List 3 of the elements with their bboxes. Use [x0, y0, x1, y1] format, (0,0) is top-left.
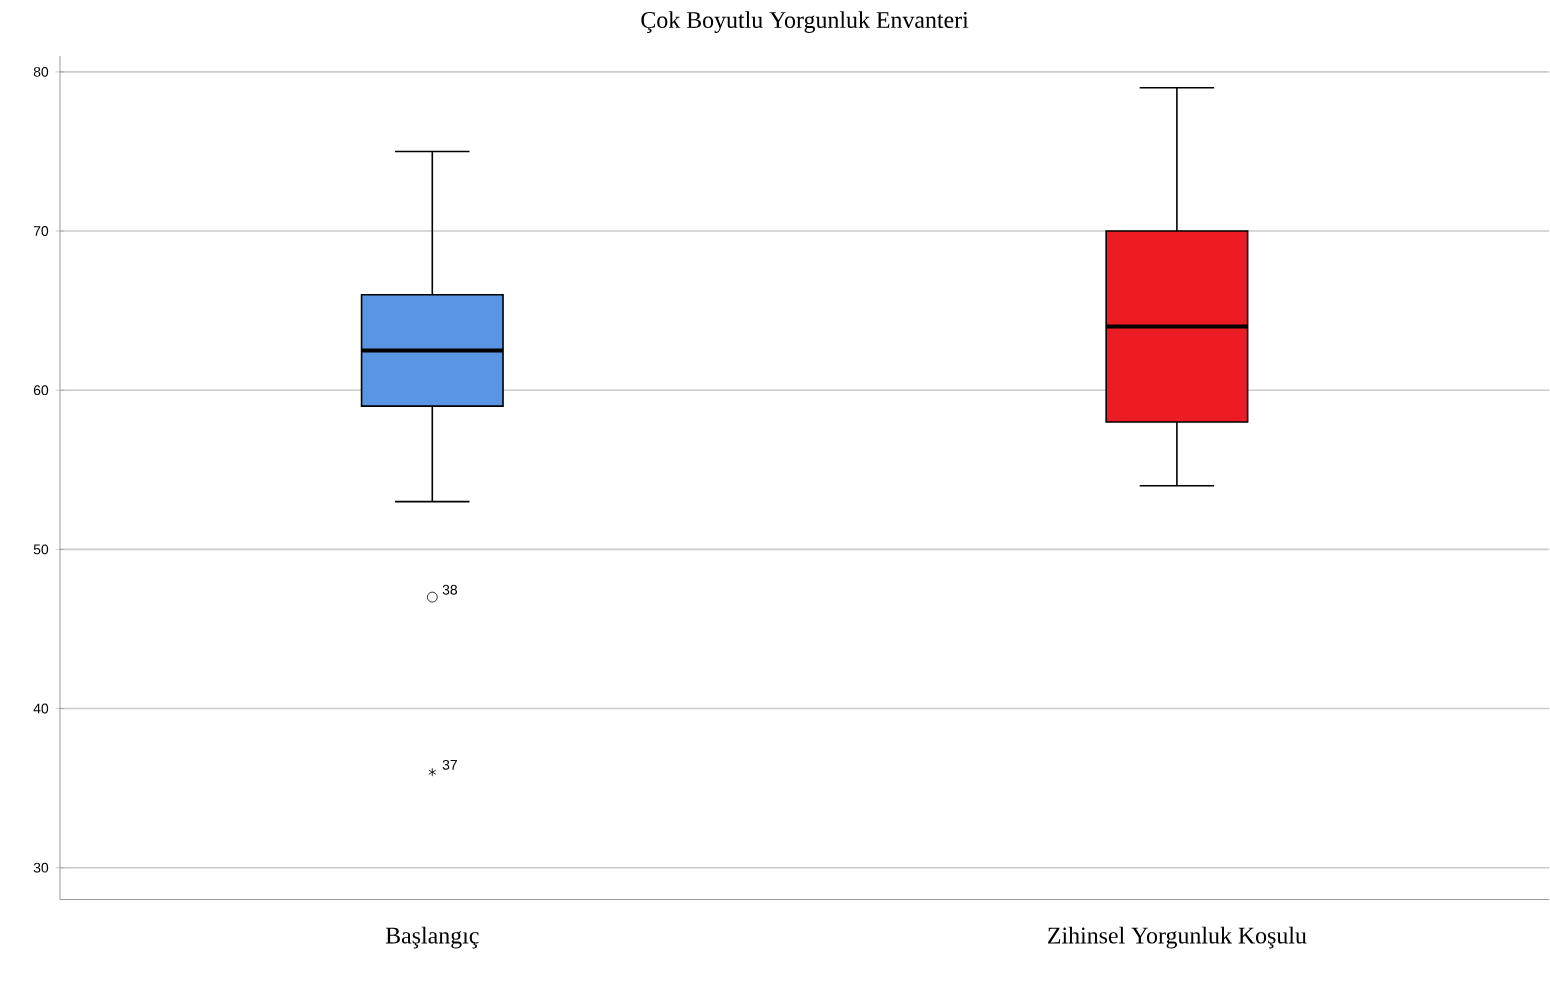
x-tick-label: Başlangıç: [385, 927, 479, 949]
x-tick-label: Zihinsel Yorgunluk Koşulu: [1048, 927, 1307, 949]
chart-title: Çok Boyutlu Yorgunluk Envanteri: [641, 11, 969, 34]
